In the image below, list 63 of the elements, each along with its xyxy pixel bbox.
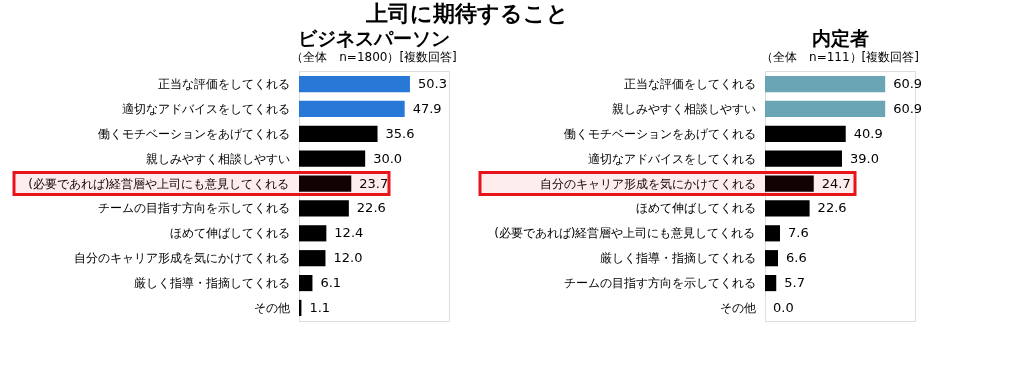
data-label: 39.0 <box>849 150 879 166</box>
data-label: 22.6 <box>356 200 386 216</box>
data-label: 23.7 <box>359 175 389 191</box>
data-label: 60.9 <box>893 100 923 116</box>
y-tick-label: 正当な評価をしてくれる <box>157 77 290 92</box>
bar <box>765 274 777 292</box>
bar <box>299 125 378 142</box>
y-tick-label: チームの目指す方向を示してくれる <box>97 201 290 216</box>
y-tick-label: 正当な評価をしてくれる <box>623 77 756 92</box>
data-label: 6.1 <box>320 275 342 291</box>
chart-title: ビジネスパーソン <box>298 27 450 49</box>
data-label: 30.0 <box>373 150 403 166</box>
y-tick-label: ほめて伸ばしてくれる <box>169 226 290 241</box>
bar <box>299 200 349 217</box>
bar <box>765 175 814 192</box>
bar <box>299 225 327 242</box>
bar <box>299 75 410 93</box>
data-label: 24.7 <box>821 175 851 191</box>
y-tick-label: 適切なアドバイスをしてくれる <box>587 151 756 166</box>
y-tick-label: 親しみやすく相談しやすい <box>145 151 290 166</box>
data-label: 7.6 <box>788 225 809 241</box>
bar <box>299 150 366 167</box>
y-tick-label: (必要であれば)経営層や上司にも意見してくれる <box>494 226 756 241</box>
y-tick-label: (必要であれば)経営層や上司にも意見してくれる <box>28 176 290 191</box>
y-tick-label: 厳しく指導・指摘してくれる <box>133 276 290 291</box>
chart-subtitle: （全体 n=111）[複数回答] <box>761 50 919 64</box>
bar <box>765 125 846 142</box>
y-tick-label: 自分のキャリア形成を気にかけてくれる <box>73 251 290 266</box>
bar <box>765 250 779 267</box>
bar <box>765 200 810 217</box>
chart-title: 内定者 <box>811 27 869 49</box>
text: 上司に期待すること <box>364 0 569 26</box>
y-tick-label: 働くモチベーションをあげてくれる <box>563 126 756 141</box>
data-label: 12.0 <box>333 250 363 266</box>
bar <box>765 75 886 93</box>
bar <box>765 150 842 167</box>
data-label: 6.6 <box>786 250 807 266</box>
data-label: 5.7 <box>784 275 805 291</box>
bar <box>765 100 886 118</box>
bar <box>299 274 313 292</box>
data-label: 0.0 <box>773 299 794 315</box>
bar <box>299 175 352 192</box>
y-tick-label: ほめて伸ばしてくれる <box>635 201 756 216</box>
bar <box>765 225 780 242</box>
y-tick-label: その他 <box>253 300 290 315</box>
y-tick-label: チームの目指す方向を示してくれる <box>563 276 756 291</box>
y-tick-label: 自分のキャリア形成を気にかけてくれる <box>539 176 756 191</box>
data-label: 40.9 <box>853 125 883 141</box>
data-label: 47.9 <box>412 100 442 116</box>
bar <box>299 100 405 118</box>
data-label: 50.3 <box>417 76 447 92</box>
data-label: 22.6 <box>817 200 847 216</box>
data-label: 35.6 <box>385 125 415 141</box>
chart-subtitle: （全体 n=1800）[複数回答] <box>291 50 457 64</box>
y-tick-label: 適切なアドバイスをしてくれる <box>121 101 290 116</box>
bar <box>299 250 326 267</box>
y-tick-label: その他 <box>719 300 756 315</box>
y-tick-label: 厳しく指導・指摘してくれる <box>599 251 756 266</box>
data-label: 60.9 <box>893 76 923 92</box>
y-tick-label: 親しみやすく相談しやすい <box>611 101 756 116</box>
y-tick-label: 働くモチベーションをあげてくれる <box>97 126 290 141</box>
data-label: 1.1 <box>309 299 331 315</box>
data-label: 12.4 <box>334 225 364 241</box>
